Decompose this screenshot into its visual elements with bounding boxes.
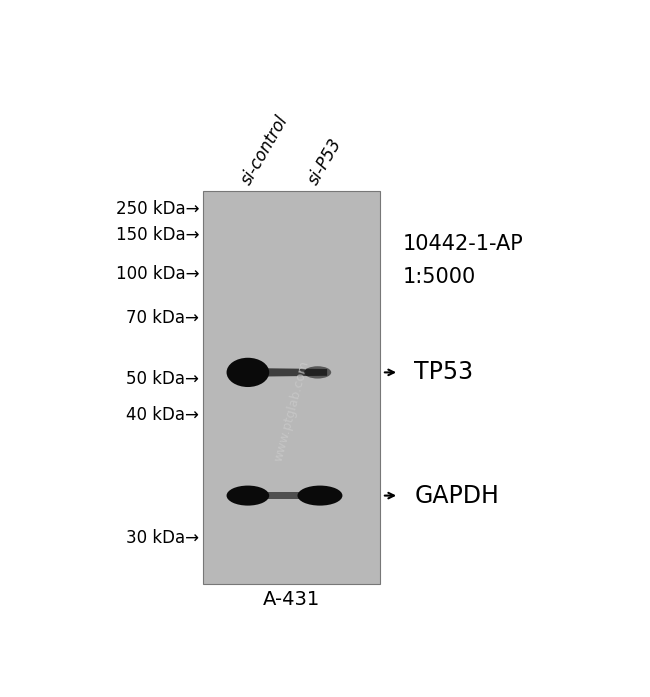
Polygon shape xyxy=(267,368,327,376)
Text: si-P53: si-P53 xyxy=(304,135,345,187)
Ellipse shape xyxy=(227,358,269,387)
Text: 40 kDa→: 40 kDa→ xyxy=(126,406,199,424)
Text: 250 kDa→: 250 kDa→ xyxy=(116,200,199,218)
Text: 100 kDa→: 100 kDa→ xyxy=(116,265,199,283)
Text: 30 kDa→: 30 kDa→ xyxy=(126,529,199,547)
Ellipse shape xyxy=(298,486,343,505)
Text: GAPDH: GAPDH xyxy=(415,484,499,507)
Text: www.ptglab.com: www.ptglab.com xyxy=(272,359,311,463)
Text: 50 kDa→: 50 kDa→ xyxy=(126,369,199,388)
Text: TP53: TP53 xyxy=(415,360,474,384)
Text: 70 kDa→: 70 kDa→ xyxy=(126,309,199,328)
Text: 150 kDa→: 150 kDa→ xyxy=(116,227,199,245)
Ellipse shape xyxy=(304,366,332,378)
Text: 10442-1-AP
1:5000: 10442-1-AP 1:5000 xyxy=(403,234,524,287)
Bar xyxy=(203,192,380,584)
Ellipse shape xyxy=(227,486,269,505)
Text: A-431: A-431 xyxy=(263,590,320,609)
Polygon shape xyxy=(267,492,300,499)
Text: si-control: si-control xyxy=(238,112,292,187)
